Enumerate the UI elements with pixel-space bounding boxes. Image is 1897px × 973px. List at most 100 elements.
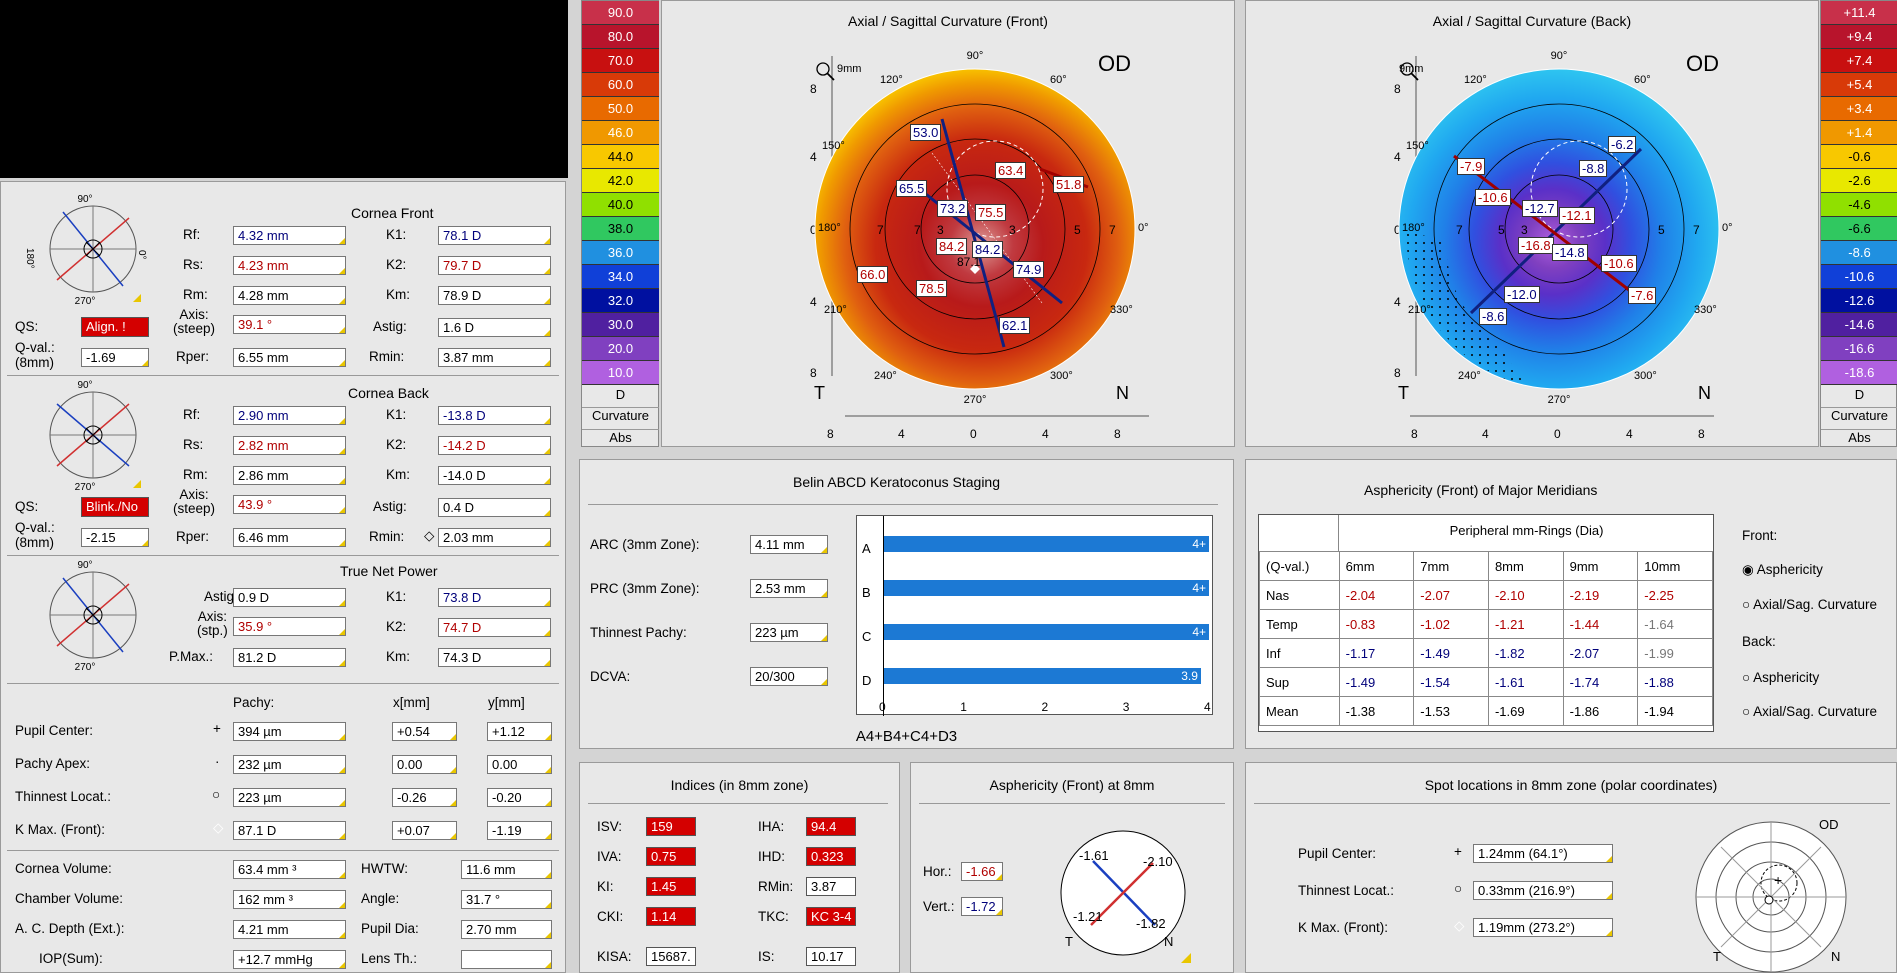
asph-cell: -1.49 (1413, 638, 1489, 668)
front-k1-field[interactable]: 78.1 D (438, 226, 551, 245)
svg-text:270°: 270° (964, 394, 987, 406)
asph-cell: -1.94 (1637, 696, 1713, 726)
back-rf-field[interactable]: 2.90 mm (233, 406, 346, 425)
pupil-y-field[interactable]: +1.12 (487, 722, 552, 741)
spot-thin-field[interactable]: 0.33mm (216.9°) (1473, 881, 1613, 900)
front-km-field[interactable]: 78.9 D (438, 286, 551, 305)
is-field[interactable]: 10.17 (806, 947, 856, 966)
thin-pachy-field[interactable]: 223 µm (233, 788, 346, 807)
lens-field[interactable] (461, 950, 552, 969)
radio-back-curvature[interactable]: ○ Axial/Sag. Curvature (1742, 704, 1877, 719)
cornea-volume-field[interactable]: 63.4 mm ³ (233, 860, 346, 879)
back-map-value: -12.0 (1504, 286, 1540, 303)
back-rm-field[interactable]: 2.86 mm (233, 466, 346, 485)
front-rper-field[interactable]: 6.55 mm (233, 348, 346, 367)
back-map-title: Axial / Sagittal Curvature (Back) (1432, 13, 1632, 29)
rm-label: Rm: (183, 467, 208, 482)
radio-back-asphericity[interactable]: ○ Asphericity (1742, 670, 1819, 685)
thin-x-field[interactable]: -0.26 (392, 788, 457, 807)
ki-field[interactable]: 1.45 (646, 877, 696, 896)
front-color-scale[interactable]: 90.0 80.0 70.0 60.0 50.0 46.0 44.0 42.0 40.0 38.0… (581, 0, 659, 447)
asph-cell: -1.54 (1413, 667, 1489, 697)
arc-field[interactable]: 4.11 mm (750, 535, 828, 554)
spot-pupil-field[interactable]: 1.24mm (64.1°) (1473, 844, 1613, 863)
front-rs-field[interactable]: 4.23 mm (233, 256, 346, 275)
tnp-astig-field[interactable]: 0.9 D (233, 588, 346, 607)
iop-field[interactable]: +12.7 mmHg (233, 950, 346, 969)
apex-x-field[interactable]: 0.00 (392, 755, 457, 774)
back-rmin-field[interactable]: 2.03 mm (438, 528, 551, 547)
iva-field[interactable]: 0.75 (646, 847, 696, 866)
tnp-k1-field[interactable]: 73.8 D (438, 588, 551, 607)
radio-icon: ○ (1742, 597, 1751, 612)
back-k2-field[interactable]: -14.2 D (438, 436, 551, 455)
ihd-field[interactable]: 0.323 (806, 847, 856, 866)
apex-pachy-field[interactable]: 232 µm (233, 755, 346, 774)
svg-text:0°: 0° (1722, 222, 1733, 234)
tnp-km-field[interactable]: 74.3 D (438, 648, 551, 667)
qs-label: QS: (15, 319, 39, 334)
tkc-field[interactable]: KC 3-4 (806, 907, 856, 926)
front-astig-field[interactable]: 1.6 D (438, 318, 551, 337)
rmin-idx-field[interactable]: 3.87 (806, 877, 856, 896)
thin-y-field[interactable]: -0.20 (487, 788, 552, 807)
back-qs-badge[interactable]: Blink./No (81, 497, 149, 517)
back-astig-field[interactable]: 0.4 D (438, 498, 551, 517)
iha-field[interactable]: 94.4 (806, 817, 856, 836)
front-rmin-field[interactable]: 3.87 mm (438, 348, 551, 367)
tnp-k2-field[interactable]: 74.7 D (438, 618, 551, 637)
back-scale-step: -0.6 (1821, 145, 1897, 169)
belin-title: Belin ABCD Keratoconus Staging (792, 474, 1000, 490)
cornea-back-axis-diagram: 90° 270° (49, 380, 141, 493)
spot-kmax-field[interactable]: 1.19mm (273.2°) (1473, 918, 1613, 937)
apex-y-field[interactable]: 0.00 (487, 755, 552, 774)
rmin-idx-label: RMin: (758, 879, 794, 894)
cornea-front-title: Cornea Front (351, 205, 434, 221)
chamber-volume-field[interactable]: 162 mm ³ (233, 890, 346, 909)
pupil-pachy-field[interactable]: 394 µm (233, 722, 346, 741)
back-scale-label2: Abs (1821, 429, 1897, 445)
radio-selected-icon: ◉ (1742, 562, 1754, 577)
front-qval-field[interactable]: -1.69 (81, 348, 149, 367)
kmax-x-field[interactable]: +0.07 (392, 821, 457, 840)
svg-text:60°: 60° (1634, 74, 1651, 86)
radio-front-asphericity[interactable]: ◉ Asphericity (1742, 562, 1823, 578)
front-curvature-map[interactable]: 8 4 0 4 8 8 4 0 4 8 90° 270° 60° 120° 15… (662, 41, 1236, 448)
isv-field[interactable]: 159 (646, 817, 696, 836)
back-rper-field[interactable]: 6.46 mm (233, 528, 346, 547)
radio-front-curvature[interactable]: ○ Axial/Sag. Curvature (1742, 597, 1877, 612)
thinnest-pachy-field[interactable]: 223 µm (750, 623, 828, 642)
angle-field[interactable]: 31.7 ° (461, 890, 552, 909)
cki-field[interactable]: 1.14 (646, 907, 696, 926)
kmax-y-field[interactable]: -1.19 (487, 821, 552, 840)
hor-field[interactable]: -1.66 (961, 862, 1003, 881)
pupil-x-field[interactable]: +0.54 (392, 722, 457, 741)
tnp-axis-field[interactable]: 35.9 ° (233, 617, 346, 636)
kmax-pachy-field[interactable]: 87.1 D (233, 821, 346, 840)
spot-locations-panel: Spot locations in 8mm zone (polar coordi… (1245, 762, 1897, 973)
back-qval-field[interactable]: -2.15 (81, 528, 149, 547)
prc-field[interactable]: 2.53 mm (750, 579, 828, 598)
front-k2-field[interactable]: 79.7 D (438, 256, 551, 275)
back-km-field[interactable]: -14.0 D (438, 466, 551, 485)
vert-field[interactable]: -1.72 (961, 897, 1003, 916)
ac-depth-label: A. C. Depth (Ext.): (15, 921, 125, 936)
pupil-dia-field[interactable]: 2.70 mm (461, 920, 552, 939)
hwtw-field[interactable]: 11.6 mm (461, 860, 552, 879)
front-qs-badge[interactable]: Align. ! (81, 317, 149, 337)
front-rf-field[interactable]: 4.32 mm (233, 226, 346, 245)
kisa-field[interactable]: 15687. (646, 947, 696, 966)
front-rm-field[interactable]: 4.28 mm (233, 286, 346, 305)
back-rs-field[interactable]: 2.82 mm (233, 436, 346, 455)
tnp-pmax-field[interactable]: 81.2 D (233, 648, 346, 667)
ac-depth-field[interactable]: 4.21 mm (233, 920, 346, 939)
front-axis-field[interactable]: 39.1 ° (233, 315, 346, 334)
back-k1-field[interactable]: -13.8 D (438, 406, 551, 425)
back-color-scale[interactable]: +11.4 +9.4 +7.4 +5.4 +3.4 +1.4 -0.6 -2.6 -4.6 -6.… (1820, 0, 1897, 447)
dcva-field[interactable]: 20/300 (750, 667, 828, 686)
back-options-label: Back: (1742, 634, 1776, 649)
back-axis-field[interactable]: 43.9 ° (233, 495, 346, 514)
back-map-value: -10.6 (1475, 189, 1511, 206)
kisa-label: KISA: (597, 949, 632, 964)
dcva-label: DCVA: (590, 669, 631, 684)
